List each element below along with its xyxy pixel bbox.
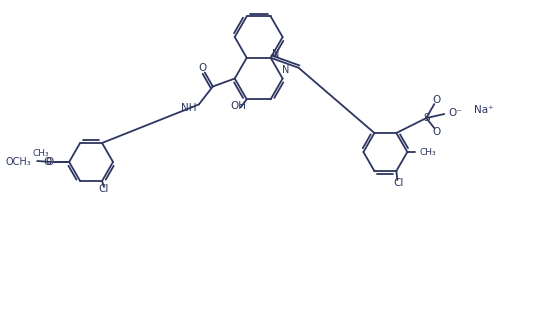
Text: O: O — [432, 95, 440, 105]
Text: S: S — [423, 113, 430, 123]
Text: O: O — [45, 157, 53, 167]
Text: CH₃: CH₃ — [33, 149, 49, 158]
Text: O⁻: O⁻ — [448, 108, 462, 118]
Text: Cl: Cl — [99, 184, 109, 194]
Text: OH: OH — [231, 101, 247, 111]
Text: O: O — [432, 127, 440, 137]
Text: N: N — [272, 49, 279, 59]
Text: N: N — [282, 65, 289, 75]
Text: O: O — [43, 157, 51, 167]
Text: O: O — [199, 63, 207, 73]
Text: NH: NH — [181, 104, 197, 114]
Text: Na⁺: Na⁺ — [474, 105, 494, 115]
Text: OCH₃: OCH₃ — [5, 157, 31, 167]
Text: CH₃: CH₃ — [419, 148, 436, 157]
Text: Cl: Cl — [393, 178, 403, 188]
